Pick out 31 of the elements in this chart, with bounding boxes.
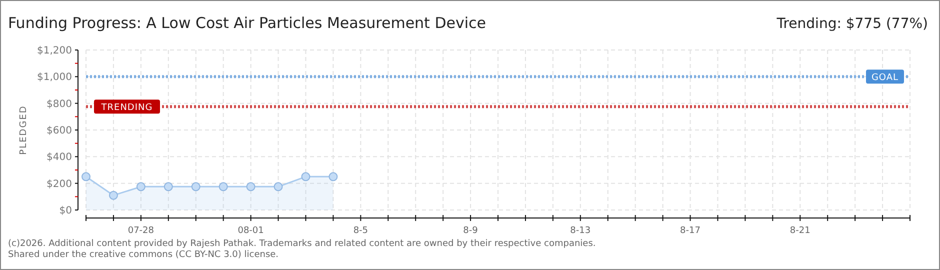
point	[82, 172, 90, 182]
point	[274, 182, 283, 192]
x-tick-label: 8-17	[680, 226, 700, 236]
chart-subtitle: Trending: $775 (77%)	[776, 16, 928, 32]
point	[164, 182, 173, 192]
y-axis-title: PLEDGED	[19, 105, 29, 155]
chart-title: Funding Progress: A Low Cost Air Particles Measurement Device	[8, 14, 486, 32]
text: (c)2026. Additional content provided by Rajesh Pathak. Trademarks and related content are owned by their respective companies.	[8, 239, 596, 249]
x-tick-label: 8-21	[790, 226, 810, 236]
y-tick-label: $800	[46, 98, 72, 110]
y-tick-label: $1,200	[37, 46, 72, 56]
point	[246, 182, 256, 192]
ref-line-label: TRENDING	[100, 103, 153, 114]
y-tick-label: $600	[46, 126, 72, 136]
ref-line-label: GOAL	[871, 73, 899, 84]
point	[328, 172, 338, 182]
x-tick-label: 08-01	[238, 226, 264, 236]
y-tick-label: $200	[46, 178, 72, 190]
x-tick-label: 8-13	[570, 226, 591, 236]
point	[136, 182, 146, 192]
x-tick-label: 8-9	[463, 226, 478, 236]
text: Shared under the creative commons (CC BY-NC 3.0) license.	[8, 250, 279, 260]
point	[301, 172, 310, 182]
y-tick-label: $400	[46, 152, 72, 164]
x-tick-label: 8-5	[353, 226, 368, 236]
point	[108, 190, 118, 200]
point	[218, 182, 228, 192]
x-tick-label: 07-28	[128, 226, 154, 236]
y-tick-label: $0	[59, 206, 72, 216]
point	[191, 182, 200, 192]
y-tick-label: $1,000	[37, 72, 72, 84]
